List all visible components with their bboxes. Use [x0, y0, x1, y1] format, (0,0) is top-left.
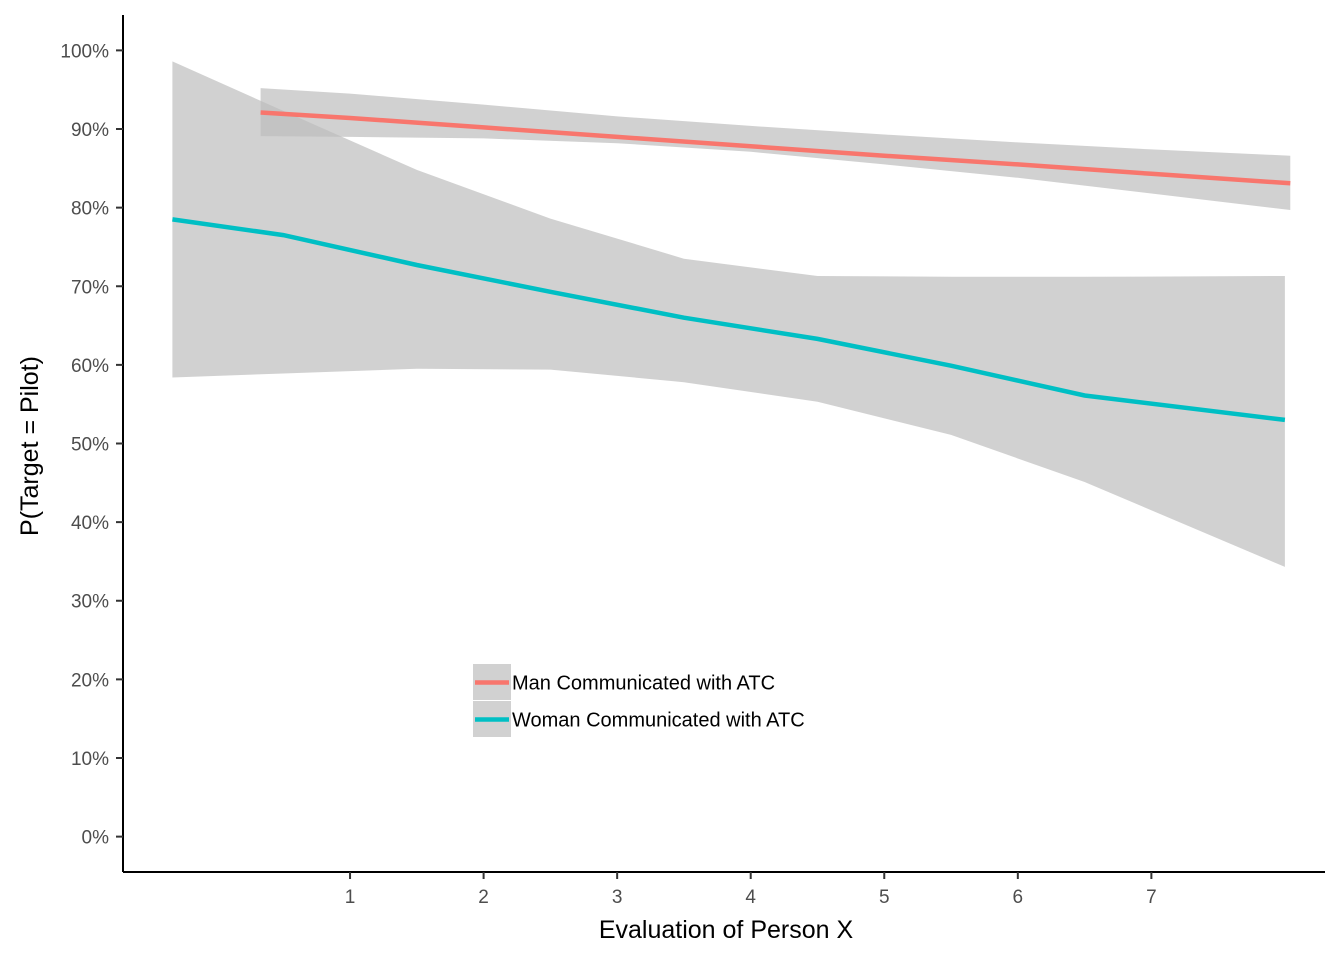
- legend-label: Woman Communicated with ATC: [512, 710, 805, 732]
- x-tick-label: 4: [745, 887, 756, 908]
- confidence-ribbon-2: [172, 61, 1285, 567]
- x-tick-label: 1: [345, 887, 356, 908]
- y-tick-label: 0%: [82, 828, 110, 849]
- y-tick-label: 60%: [71, 356, 109, 377]
- x-tick-label: 6: [1013, 887, 1024, 908]
- x-tick-label: 5: [879, 887, 890, 908]
- y-tick-label: 70%: [71, 277, 109, 298]
- confidence-ribbons: [172, 61, 1291, 567]
- y-axis-title: P(Target = Pilot): [16, 356, 44, 536]
- x-tick-label: 2: [478, 887, 489, 908]
- x-tick-label: 7: [1146, 887, 1157, 908]
- y-tick-label: 50%: [71, 435, 109, 456]
- y-axis: 0% 10% 20% 30% 40% 50% 60% 70% 80% 90% 100%: [60, 15, 124, 872]
- y-tick-label: 30%: [71, 592, 109, 613]
- y-tick-label: 20%: [71, 670, 109, 691]
- series-line-1: [260, 110, 1291, 186]
- series-line-2: [172, 217, 1286, 423]
- series-lines: [172, 110, 1291, 423]
- x-axis-title: Evaluation of Person X: [599, 916, 854, 944]
- y-tick-label: 80%: [71, 199, 109, 220]
- legend: Man Communicated with ATC Woman Communica…: [473, 664, 805, 737]
- x-tick-label: 3: [612, 887, 623, 908]
- legend-label: Man Communicated with ATC: [512, 673, 775, 695]
- y-tick-label: 10%: [71, 749, 109, 770]
- y-tick-label: 100%: [60, 41, 109, 62]
- y-tick-label: 90%: [71, 120, 109, 141]
- y-tick-label: 40%: [71, 513, 109, 534]
- x-axis: 1 2 3 4 5 6 7: [123, 871, 1325, 908]
